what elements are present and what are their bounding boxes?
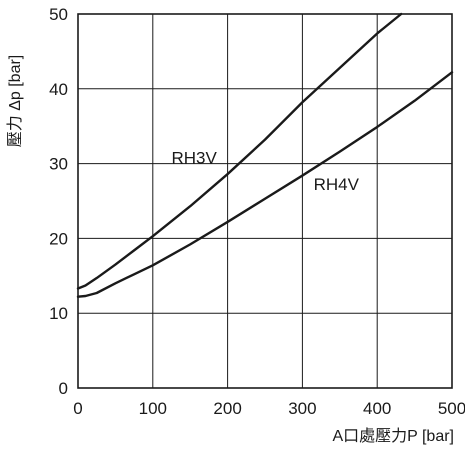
y-tick-label: 0	[59, 379, 68, 398]
series-line-rh4v	[76, 71, 454, 298]
y-axis-label: 壓力 Δp [bar]	[6, 55, 24, 148]
y-tick-label: 30	[49, 155, 68, 174]
x-tick-label: 300	[288, 399, 316, 418]
x-tick-label: 500	[438, 399, 465, 418]
x-tick-label: 0	[73, 399, 82, 418]
series-labels: RH3V RH4V	[172, 149, 360, 194]
y-tick-label: 20	[49, 229, 68, 248]
x-tick-label: 100	[139, 399, 167, 418]
y-tick-label: 50	[49, 5, 68, 24]
x-axis-label: A口處壓力P [bar]	[332, 427, 454, 445]
series-label-rh3v: RH3V	[172, 149, 218, 168]
y-tick-label: 40	[49, 80, 68, 99]
series-line-rh3v	[76, 12, 403, 290]
series-label-rh4v: RH4V	[314, 175, 360, 194]
grid-lines	[78, 14, 452, 388]
x-tick-label: 400	[363, 399, 391, 418]
x-tick-label: 200	[213, 399, 241, 418]
tick-labels: 0 100 200 300 400 500 0 10 20 30 40 50	[49, 5, 465, 418]
plot-frame	[77, 13, 453, 389]
y-tick-label: 10	[49, 304, 68, 323]
series-lines	[76, 12, 454, 298]
